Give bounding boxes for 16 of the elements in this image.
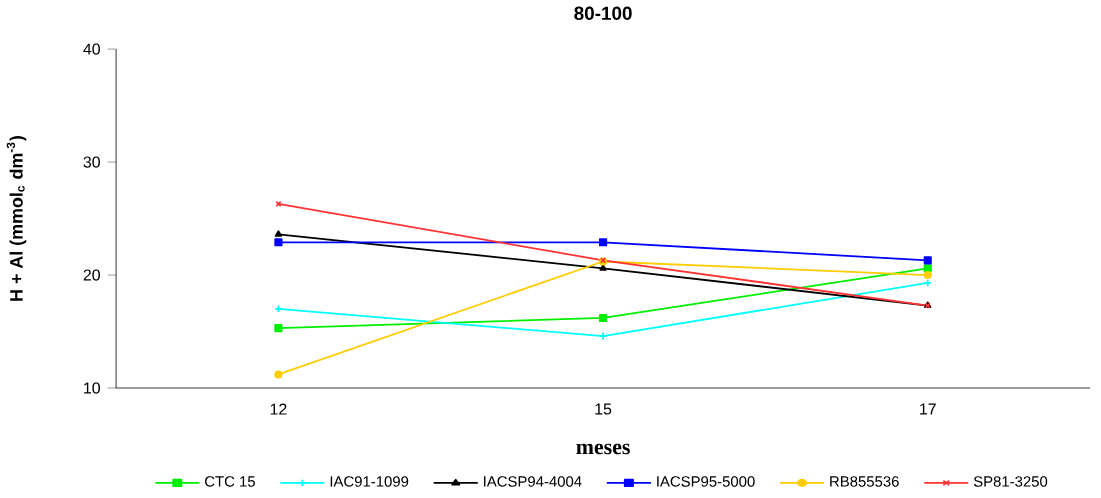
x-tick-label: 12 xyxy=(270,403,287,415)
y-tick-label: 30 xyxy=(83,156,100,168)
y-tick-label: 20 xyxy=(83,269,100,281)
legend-label: SP81-3250 xyxy=(973,476,1048,487)
legend-label: RB855536 xyxy=(830,476,899,487)
chart-title: 80-100 xyxy=(574,6,632,21)
legend-label: IACSP95-5000 xyxy=(657,476,755,487)
y-tick-label: 40 xyxy=(83,43,100,55)
legend-label: IAC91-1099 xyxy=(330,476,409,487)
legend-label: CTC 15 xyxy=(205,476,255,487)
y-tick-label: 10 xyxy=(84,382,100,394)
y-axis-title: H + Al (mmol$_{c}$ dm$^{-3}$) xyxy=(6,136,27,301)
x-tick-label: 17 xyxy=(920,403,936,415)
x-axis-title: meses xyxy=(576,443,630,455)
legend-label: IACSP94-4004 xyxy=(484,476,582,487)
x-tick-label: 15 xyxy=(595,403,612,415)
